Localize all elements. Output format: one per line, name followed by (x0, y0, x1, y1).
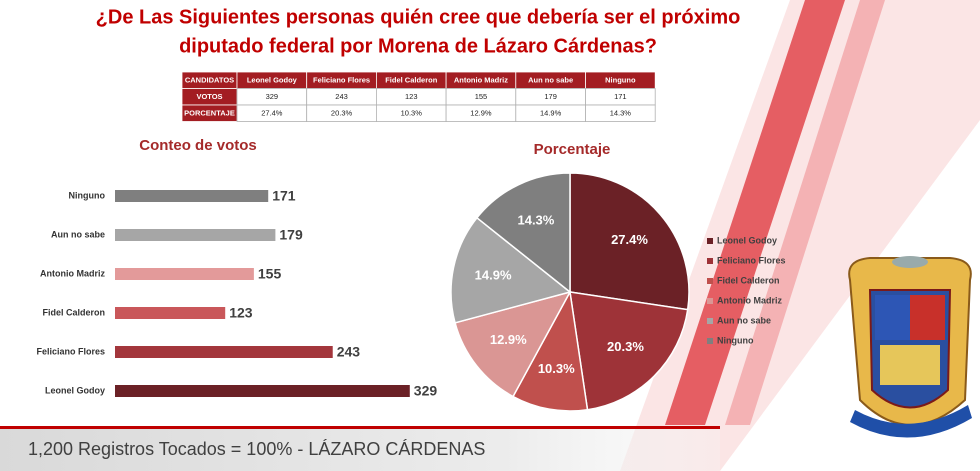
chart-title: Porcentaje (534, 141, 611, 158)
legend-label: Fidel Calderon (717, 275, 780, 285)
pie-slice (569, 291, 689, 411)
table-text: CANDIDATOS (185, 76, 234, 85)
bar (115, 307, 226, 319)
table-text: Aun no sabe (528, 76, 573, 85)
pie-value-label: 10.3% (538, 361, 575, 376)
bar-label: Fidel Calderon (42, 307, 105, 317)
table-text: 243 (335, 92, 348, 101)
pie-slice (454, 290, 572, 398)
table-text: 10.3% (401, 109, 423, 118)
legend-label: Antonio Madriz (717, 295, 782, 305)
emblem-quarter (910, 295, 945, 340)
pie-value-label: 27.4% (611, 232, 648, 247)
legend-label: Leonel Godoy (717, 235, 777, 245)
footer-text: 1,200 Registros Tocados = 100% - LÁZARO … (28, 439, 485, 459)
footer-band (0, 426, 720, 471)
decor-stripe (725, 0, 885, 425)
legend-swatch (707, 338, 713, 344)
table-text: 20.3% (331, 109, 353, 118)
bar-value: 155 (258, 266, 282, 282)
table-text: Leonel Godoy (247, 76, 298, 85)
table-text: Feliciano Flores (313, 76, 370, 85)
table-text: 123 (405, 92, 418, 101)
table-text: 27.4% (261, 109, 283, 118)
pie-slice (512, 289, 589, 412)
table-text: PORCENTAJE (184, 109, 235, 118)
legend-swatch (707, 298, 713, 304)
emblem-quarter (880, 345, 940, 385)
table-text: Ninguno (605, 76, 636, 85)
pie-slice (475, 172, 571, 294)
pie-value-label: 12.9% (490, 332, 527, 347)
footer-line (0, 426, 720, 429)
table-text: 171 (614, 92, 627, 101)
pie-slice (450, 216, 572, 324)
legend-swatch (707, 238, 713, 244)
table-cell (585, 104, 656, 122)
emblem (848, 256, 972, 438)
table-text: 14.9% (540, 109, 562, 118)
emblem-fish (892, 256, 928, 268)
table-text: 12.9% (470, 109, 492, 118)
bar (115, 346, 333, 358)
pie-value-label: 14.9% (475, 267, 512, 282)
chart-title: Conteo de votos (139, 137, 257, 154)
bar-value: 179 (279, 227, 303, 243)
bar (115, 385, 410, 397)
emblem-ribbon (850, 405, 972, 438)
bar-value: 123 (229, 305, 253, 321)
bar (115, 268, 254, 280)
legend-label: Feliciano Flores (717, 255, 786, 265)
emblem-quarter (875, 295, 910, 340)
bar-value: 243 (337, 344, 361, 360)
pie-slice (569, 172, 690, 311)
table-text: Fidel Calderon (385, 76, 438, 85)
bar-value: 329 (414, 383, 438, 399)
table-text: 179 (544, 92, 557, 101)
bar (115, 190, 269, 202)
table-text: VOTOS (196, 92, 222, 101)
legend-label: Ninguno (717, 335, 754, 345)
legend-swatch (707, 258, 713, 264)
bar-value: 171 (272, 188, 296, 204)
bar-label: Feliciano Flores (36, 346, 105, 356)
legend-label: Aun no sabe (717, 315, 771, 325)
title-line: ¿De Las Siguientes personas quién cree q… (96, 6, 741, 28)
table-text: 329 (266, 92, 279, 101)
bar-label: Aun no sabe (51, 229, 105, 239)
pie-value-label: 14.3% (517, 213, 554, 228)
bar-label: Antonio Madriz (40, 268, 105, 278)
bar (115, 229, 276, 241)
pie-value-label: 20.3% (607, 339, 644, 354)
table-text: Antonio Madriz (454, 76, 508, 85)
table-text: 14.3% (610, 109, 632, 118)
title-line: diputado federal por Morena de Lázaro Cá… (179, 35, 657, 57)
bar-label: Ninguno (69, 190, 106, 200)
legend-swatch (707, 278, 713, 284)
table-text: 155 (475, 92, 488, 101)
legend-swatch (707, 318, 713, 324)
bar-label: Leonel Godoy (45, 385, 105, 395)
